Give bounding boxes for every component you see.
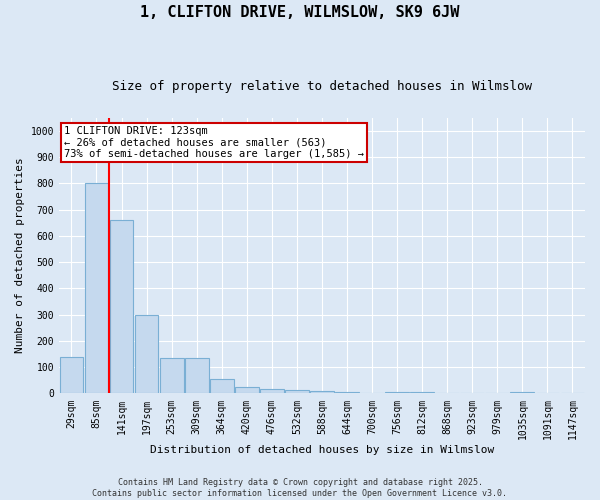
Bar [110,220,133,394]
Y-axis label: Number of detached properties: Number of detached properties [15,158,25,354]
Title: Size of property relative to detached houses in Wilmslow: Size of property relative to detached ho… [112,80,532,93]
Bar [285,390,309,394]
Bar [134,314,158,394]
Bar [335,392,359,394]
Bar [260,388,284,394]
Text: Contains HM Land Registry data © Crown copyright and database right 2025.
Contai: Contains HM Land Registry data © Crown c… [92,478,508,498]
Bar [385,392,409,394]
Bar [310,391,334,394]
Text: 1, CLIFTON DRIVE, WILMSLOW, SK9 6JW: 1, CLIFTON DRIVE, WILMSLOW, SK9 6JW [140,5,460,20]
X-axis label: Distribution of detached houses by size in Wilmslow: Distribution of detached houses by size … [150,445,494,455]
Bar [160,358,184,394]
Bar [85,184,109,394]
Bar [185,358,209,394]
Bar [235,387,259,394]
Bar [511,392,534,394]
Bar [410,392,434,394]
Bar [59,356,83,394]
Text: 1 CLIFTON DRIVE: 123sqm
← 26% of detached houses are smaller (563)
73% of semi-d: 1 CLIFTON DRIVE: 123sqm ← 26% of detache… [64,126,364,159]
Bar [210,379,233,394]
